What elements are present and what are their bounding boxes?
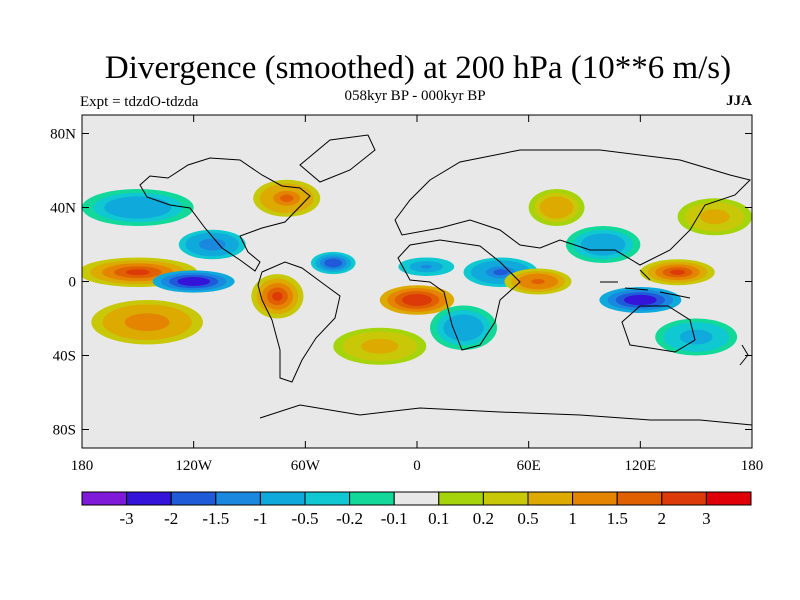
coast-australia [621,305,696,353]
field-feature [504,268,572,295]
colorbar-swatch [616,491,663,506]
colorbar-label: -1.5 [202,509,229,528]
x-tick-label: 0 [413,458,421,474]
x-tick-label: 120E [624,458,656,474]
colorbar-label: 0.2 [473,509,494,528]
colorbar-label: -0.2 [336,509,363,528]
latitude-axis: 80N 40N 0 40S 80S [50,127,752,439]
field-contour [185,279,202,284]
field-feature [251,274,304,319]
figure-title: Divergence (smoothed) at 200 hPa (10**6 … [104,50,732,86]
coast-south-america [257,261,341,383]
coastlines [139,134,752,426]
y-tick-label: 80S [53,423,76,439]
field-contour [135,317,159,327]
colorbar-label: 1.5 [607,509,628,528]
field-contour [456,323,471,333]
x-tick-label: 180 [71,458,94,474]
coast-greenland [299,134,376,183]
colorbar-label: -0.5 [292,509,319,528]
season-label: JJA [726,93,752,109]
field-contour [205,241,219,248]
field-contour [595,240,611,249]
colorbar-swatch [259,491,306,506]
colorbar-swatch [482,491,529,506]
field-feature [152,270,235,293]
y-tick-label: 0 [69,275,77,291]
colorbar: -3 -2 -1.5 -1 -0.5 -0.2 -0.1 0.1 0.2 0.5 1 1.5 2 3 [81,491,752,528]
colorbar-swatch [705,491,752,506]
colorbar-swatch [349,491,395,506]
field-contour [126,203,149,212]
colorbar-label: 1 [568,509,577,528]
coast-maritime-continent [600,269,691,299]
colorbar-swatch [527,491,574,506]
colorbar-swatch [438,491,484,506]
colorbar-label: -2 [164,509,178,528]
field-contour [707,213,723,221]
field-contour [272,291,283,301]
field-contour [551,203,563,212]
colorbar-swatch [170,491,217,506]
field-feature [82,189,194,226]
colorbar-label: 3 [702,509,711,528]
field-contour [280,194,294,202]
y-tick-label: 80N [50,127,76,143]
field-feature [333,327,427,365]
longitude-axis: 180 120W 60W 0 60E 120E 180 [71,115,764,474]
x-tick-label: 60W [291,458,321,474]
field-feature [430,305,498,350]
y-tick-label: 40N [50,201,76,217]
field-feature [528,189,585,226]
colorbar-label: 0.1 [428,509,449,528]
colorbar-swatch [81,491,128,506]
field-contour [420,264,432,269]
field-feature [599,287,682,313]
coast-africa [397,239,521,351]
colorbar-label: -0.1 [381,509,408,528]
map-plot-area [82,115,752,448]
field-contour [687,333,705,341]
field-contour [409,297,425,303]
colorbar-label: 2 [658,509,667,528]
field-feature [178,229,246,260]
x-tick-label: 180 [741,458,764,474]
x-tick-label: 120W [175,458,213,474]
coast-north-america [139,157,311,272]
colorbar-label: -1 [253,509,267,528]
field-contour [632,297,649,303]
colorbar-swatch [215,491,261,506]
coast-antarctica [259,404,752,426]
coast-europe-asia [394,149,751,266]
field-feature [253,179,321,217]
field-feature [379,285,455,315]
field-feature [655,318,738,356]
colorbar-swatch [393,491,440,506]
field-contour [328,260,338,266]
field-feature [677,198,752,236]
colorbar-swatch [661,491,707,506]
field-contour [670,269,685,275]
colorbar-label: 0.5 [517,509,538,528]
divergence-field [82,179,752,365]
field-feature [398,257,455,276]
experiment-label: Expt = tdzdO-tdzda [80,94,199,110]
period-label: 058kyr BP - 000kyr BP [344,88,486,104]
field-feature [91,300,203,345]
x-tick-label: 60E [517,458,541,474]
field-feature [565,226,641,263]
field-contour [125,269,150,276]
field-contour [370,342,390,350]
field-feature [310,251,356,275]
field-contour [531,278,545,285]
colorbar-swatch [126,491,172,506]
colorbar-swatch [572,491,618,506]
colorbar-label: -3 [120,509,134,528]
colorbar-swatch [304,491,351,506]
field-feature [640,259,715,286]
y-tick-label: 40S [53,349,76,365]
field-contour [493,269,509,276]
